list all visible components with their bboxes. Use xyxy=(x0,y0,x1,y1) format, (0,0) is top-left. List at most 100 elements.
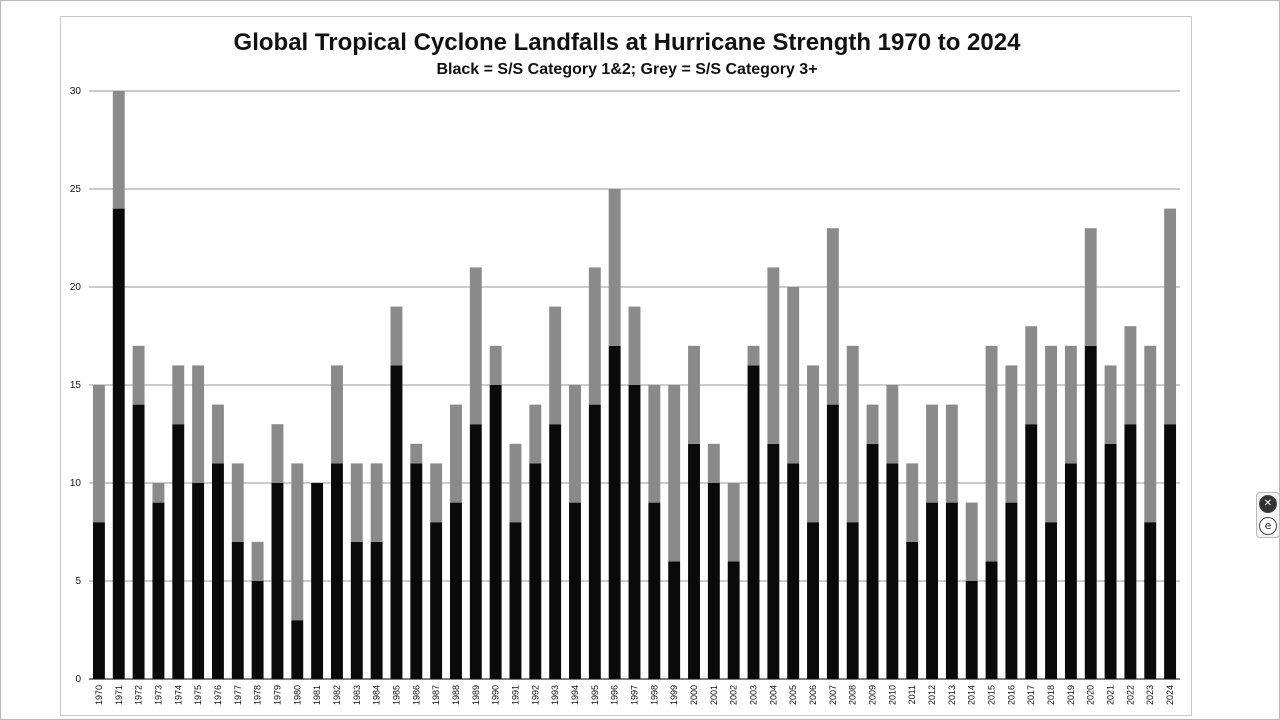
bar-cat3plus-1990 xyxy=(489,345,502,385)
bar-cat3plus-1972 xyxy=(132,345,145,405)
bar-cat3plus-2008 xyxy=(846,345,859,523)
x-tick-label: 2020 xyxy=(1086,685,1096,705)
x-tick-label: 2023 xyxy=(1145,685,1155,705)
x-tick-label: 1998 xyxy=(649,685,659,705)
x-tick-label: 2009 xyxy=(868,685,878,705)
bar-cat3plus-1991 xyxy=(509,443,522,523)
bar-cat12-1983 xyxy=(350,541,363,679)
x-tick-label: 2024 xyxy=(1165,685,1175,705)
x-tick-label: 2006 xyxy=(808,685,818,705)
bar-cat12-2015 xyxy=(985,561,998,679)
y-tick-label: 0 xyxy=(75,674,81,685)
x-tick-label: 1982 xyxy=(332,685,342,705)
bar-cat12-2010 xyxy=(886,463,899,679)
bar-cat3plus-2006 xyxy=(807,365,819,523)
bar-cat3plus-1989 xyxy=(469,267,482,425)
bar-cat12-1999 xyxy=(668,561,681,679)
x-tick-label: 2022 xyxy=(1125,685,1135,705)
y-tick-label: 10 xyxy=(70,478,82,489)
bar-cat3plus-1995 xyxy=(588,267,601,405)
bar-cat12-2008 xyxy=(846,522,859,679)
x-tick-label: 1985 xyxy=(391,685,401,705)
bar-cat12-1992 xyxy=(529,463,542,679)
bar-cat12-1972 xyxy=(132,404,145,679)
bar-cat3plus-2013 xyxy=(945,404,958,503)
x-tick-label: 1974 xyxy=(173,685,183,705)
bar-cat3plus-1973 xyxy=(152,483,165,503)
bar-cat12-1996 xyxy=(608,345,621,679)
x-tick-label: 2019 xyxy=(1066,685,1076,705)
expand-icon[interactable]: e xyxy=(1259,517,1277,535)
bar-cat3plus-1997 xyxy=(628,306,641,385)
y-tick-label: 5 xyxy=(75,576,81,587)
bar-cat12-2019 xyxy=(1064,463,1077,679)
bar-cat12-1979 xyxy=(271,483,284,679)
bar-cat12-1997 xyxy=(628,385,641,679)
gridlines xyxy=(89,90,1180,680)
bar-cat12-1980 xyxy=(291,620,304,679)
bar-cat12-2014 xyxy=(965,581,978,679)
x-tick-label: 1996 xyxy=(610,685,620,705)
x-tick-label: 1984 xyxy=(372,685,382,705)
x-tick-label: 1977 xyxy=(233,685,243,705)
bar-cat12-2009 xyxy=(866,443,879,679)
x-tick-label: 1987 xyxy=(431,685,441,705)
bar-cat3plus-1970 xyxy=(92,385,105,523)
bar-cat12-2021 xyxy=(1104,443,1117,679)
x-tick-label: 2018 xyxy=(1046,685,1056,705)
x-tick-label: 2012 xyxy=(927,685,937,705)
y-tick-label: 20 xyxy=(70,282,82,293)
bar-cat3plus-1996 xyxy=(608,189,621,346)
x-tick-label: 1981 xyxy=(312,685,322,705)
chart-panel: Global Tropical Cyclone Landfalls at Hur… xyxy=(60,16,1192,716)
bar-cat3plus-1998 xyxy=(648,385,661,503)
x-tick-label: 1983 xyxy=(352,685,362,705)
bar-cat12-1990 xyxy=(489,385,502,679)
bar-cat3plus-1971 xyxy=(112,91,125,209)
bar-cat12-1970 xyxy=(92,522,105,679)
bar-cat3plus-2001 xyxy=(707,443,720,483)
bar-cat3plus-2018 xyxy=(1045,345,1058,523)
bar-cat3plus-2009 xyxy=(866,404,879,444)
x-tick-label: 1993 xyxy=(550,685,560,705)
x-tick-label: 1976 xyxy=(213,685,223,705)
y-axis-ticks: 0 5 10 15 20 25 30 xyxy=(70,86,82,685)
x-tick-label: 2001 xyxy=(709,685,719,705)
bar-cat3plus-2014 xyxy=(965,502,978,581)
x-tick-label: 2004 xyxy=(768,685,778,705)
bar-cat3plus-2005 xyxy=(787,287,800,464)
bar-cat12-1984 xyxy=(370,541,383,679)
x-tick-label: 1971 xyxy=(114,685,124,705)
bar-cat12-1993 xyxy=(549,424,562,679)
x-tick-label: 1990 xyxy=(491,685,501,705)
x-tick-label: 1979 xyxy=(272,685,282,705)
bar-cat3plus-1983 xyxy=(350,463,363,542)
x-tick-label: 2014 xyxy=(967,685,977,705)
bar-cat3plus-1974 xyxy=(172,365,185,425)
bar-cat3plus-2016 xyxy=(1005,365,1018,503)
stacked-bar-chart: Global Tropical Cyclone Landfalls at Hur… xyxy=(70,29,1180,705)
close-icon[interactable]: ✕ xyxy=(1259,495,1277,513)
x-tick-label: 2021 xyxy=(1106,685,1116,705)
bar-cat12-2016 xyxy=(1005,502,1018,679)
bar-cat12-2011 xyxy=(906,541,919,679)
bar-cat12-1975 xyxy=(192,483,205,679)
bar-cat3plus-1988 xyxy=(450,404,462,503)
x-tick-label: 1973 xyxy=(153,685,163,705)
x-tick-label: 1988 xyxy=(451,685,461,705)
x-tick-label: 1986 xyxy=(411,685,421,705)
bar-cat12-1991 xyxy=(509,522,522,679)
bar-cat12-2005 xyxy=(787,463,800,679)
chart-subtitle: Black = S/S Category 1&2; Grey = S/S Cat… xyxy=(436,61,817,78)
bar-cat12-2006 xyxy=(807,522,819,679)
x-tick-label: 2008 xyxy=(848,685,858,705)
bar-cat3plus-2024 xyxy=(1164,208,1177,425)
x-tick-label: 1970 xyxy=(94,685,104,705)
bar-cat3plus-2019 xyxy=(1064,345,1077,464)
bar-cat3plus-1987 xyxy=(430,463,443,523)
bar-cat3plus-1985 xyxy=(390,306,403,366)
side-controls: ✕ e xyxy=(1256,492,1280,538)
bar-cat3plus-1979 xyxy=(271,424,284,483)
x-tick-label: 2000 xyxy=(689,685,699,705)
y-tick-label: 15 xyxy=(70,380,82,391)
